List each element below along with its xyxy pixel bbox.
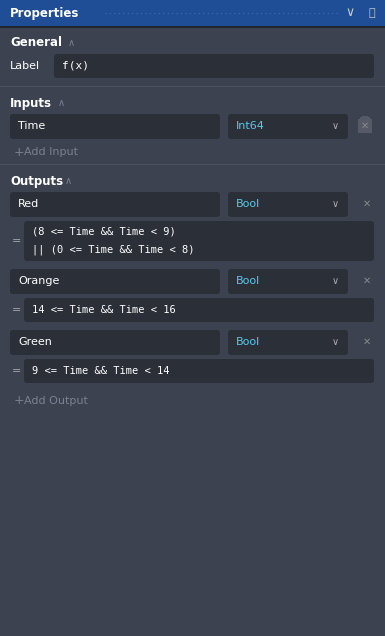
Text: Outputs: Outputs xyxy=(10,174,63,188)
FancyBboxPatch shape xyxy=(228,269,348,294)
FancyBboxPatch shape xyxy=(24,359,374,383)
Text: +: + xyxy=(14,146,25,158)
Text: Add Output: Add Output xyxy=(24,396,88,406)
Text: ✕: ✕ xyxy=(363,337,371,347)
Text: Bool: Bool xyxy=(236,199,260,209)
Bar xyxy=(0,164,385,165)
Text: ✕: ✕ xyxy=(363,199,371,209)
Bar xyxy=(0,0,385,26)
Text: ✕: ✕ xyxy=(361,121,369,131)
FancyBboxPatch shape xyxy=(228,330,348,355)
Text: =: = xyxy=(12,236,22,246)
Bar xyxy=(360,117,370,120)
Bar xyxy=(362,116,368,118)
Text: ∨: ∨ xyxy=(331,276,338,286)
Text: ∧: ∧ xyxy=(68,38,75,48)
Text: Int64: Int64 xyxy=(236,121,265,131)
Text: Bool: Bool xyxy=(236,337,260,347)
Text: ✕: ✕ xyxy=(363,276,371,286)
FancyBboxPatch shape xyxy=(10,269,220,294)
Text: ∨: ∨ xyxy=(331,199,338,209)
Text: || (0 <= Time && Time < 8): || (0 <= Time && Time < 8) xyxy=(32,245,194,255)
Text: ∨: ∨ xyxy=(331,337,338,347)
FancyBboxPatch shape xyxy=(54,54,374,78)
Text: 9 <= Time && Time < 14: 9 <= Time && Time < 14 xyxy=(32,366,169,376)
Text: =: = xyxy=(12,305,22,315)
Text: 14 <= Time && Time < 16: 14 <= Time && Time < 16 xyxy=(32,305,176,315)
FancyBboxPatch shape xyxy=(228,114,348,139)
Bar xyxy=(0,86,385,87)
Text: Label: Label xyxy=(10,61,40,71)
FancyBboxPatch shape xyxy=(10,114,220,139)
Text: General: General xyxy=(10,36,62,50)
Text: +: + xyxy=(14,394,25,408)
Bar xyxy=(358,119,372,133)
FancyBboxPatch shape xyxy=(24,298,374,322)
Text: Inputs: Inputs xyxy=(10,97,52,109)
Text: Green: Green xyxy=(18,337,52,347)
Text: =: = xyxy=(12,366,22,376)
Text: (8 <= Time && Time < 9): (8 <= Time && Time < 9) xyxy=(32,227,176,237)
Text: ∧: ∧ xyxy=(65,176,72,186)
Text: Bool: Bool xyxy=(236,276,260,286)
Text: ∨: ∨ xyxy=(331,121,338,131)
Text: Properties: Properties xyxy=(10,6,79,20)
Text: Time: Time xyxy=(18,121,45,131)
Text: ∧: ∧ xyxy=(58,98,65,108)
Text: Red: Red xyxy=(18,199,39,209)
FancyBboxPatch shape xyxy=(228,192,348,217)
FancyBboxPatch shape xyxy=(10,330,220,355)
Text: Orange: Orange xyxy=(18,276,59,286)
Text: ⎓: ⎓ xyxy=(369,8,375,18)
Text: f(x): f(x) xyxy=(62,61,89,71)
FancyBboxPatch shape xyxy=(24,221,374,261)
Bar xyxy=(0,26,385,28)
Text: Add Input: Add Input xyxy=(24,147,78,157)
FancyBboxPatch shape xyxy=(10,192,220,217)
Text: ∨: ∨ xyxy=(345,6,355,20)
